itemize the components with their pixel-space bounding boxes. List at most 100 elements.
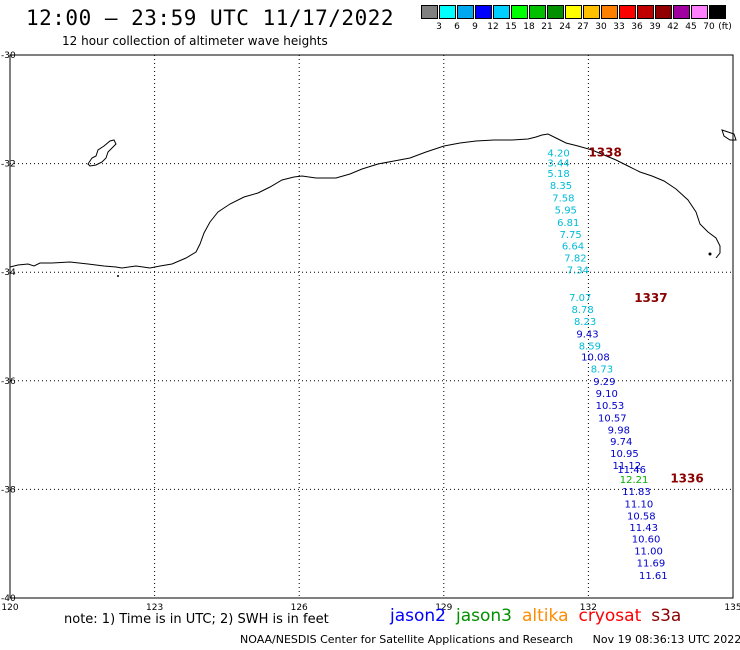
coastline-island-west [87,139,117,167]
lon-tick-label: 126 [291,603,308,613]
pass-labels: 1338 1337 1336 [588,146,703,486]
satellite-legend: jason2 jason3 altika cryosat s3a [390,606,691,626]
swh-value: 11.83 [622,487,651,498]
colorbar-label: 33 [613,22,625,32]
pass-number-label: 1336 [670,471,703,485]
footer: NOAA/NESDIS Center for Satellite Applica… [240,633,740,646]
colorbar-swatch [691,5,708,19]
colorbar-swatch [709,5,726,19]
swh-value: 6.64 [562,241,584,252]
swh-value: 11.69 [637,559,666,570]
swh-value: 11.46 [617,465,646,476]
coastline [9,129,737,277]
swh-value: 10.53 [596,401,625,412]
lon-tick-label: 120 [1,603,18,613]
colorbar-label: 24 [559,22,571,32]
swh-value: 8.35 [550,181,572,192]
pass-number-label: 1338 [588,146,621,160]
swh-value: 7.75 [559,230,581,241]
lon-tick-label: 129 [435,603,452,613]
coastline-dot [117,275,119,277]
swh-value: 10.60 [632,535,661,546]
swh-value: 8.23 [574,317,596,328]
colorbar-label: 39 [649,22,661,32]
colorbar-swatch [565,5,582,19]
colorbar-label: 3 [436,22,442,32]
satellite-legend-jason3: jason3 [456,606,512,626]
colorbar-swatch [583,5,600,19]
colorbar-label: 42 [667,22,679,32]
axis-tick-labels: 120 123 126 129 132 135 -30 -32 -34 -36 -38 -40 [1,51,740,613]
lon-tick-label: 132 [580,603,597,613]
swh-observations: 4.203.445.188.35 7.585.956.817.756.647.82… [547,149,667,582]
swh-value: 9.98 [608,425,630,436]
colorbar-swatch [619,5,636,19]
swh-value: 12.21 [620,475,649,486]
swh-value: 10.57 [598,414,627,425]
swh-value: 3.44 [547,158,569,169]
swh-value: 8.59 [579,341,601,352]
swh-value: 4.20 [547,149,569,160]
satellite-legend-cryosat: cryosat [578,606,642,626]
lat-tick-label: -36 [1,377,16,387]
lat-tick-label: -32 [1,160,16,170]
swh-value: 11.61 [639,571,668,582]
lat-tick-label: -40 [1,594,16,604]
swh-value: 8.78 [572,305,594,316]
units-note: note: 1) Time is in UTC; 2) SWH is in fe… [64,612,329,627]
satellite-legend-s3a: s3a [651,606,682,626]
lon-tick-label: 135 [724,603,740,613]
map-frame [9,54,734,599]
colorbar-swatch [547,5,564,19]
colorbar-swatch [457,5,474,19]
coastline-dot [708,252,712,256]
lon-tick-label: 123 [146,603,163,613]
satellite-legend-jason2: jason2 [390,606,446,626]
swh-value: 10.58 [627,511,656,522]
swh-value: 7.34 [567,265,589,276]
credit-text: NOAA/NESDIS Center for Satellite Applica… [240,633,574,646]
coastline-east-fragment [721,129,737,141]
coastline-south-australia [9,133,721,269]
colorbar-swatch [439,5,456,19]
swh-value: 7.58 [552,194,574,205]
swh-value: 9.10 [596,389,618,400]
swh-value: 11.12 [613,461,642,472]
lat-tick-label: -38 [1,485,16,495]
graticule [9,54,734,599]
swh-value: 7.82 [564,253,586,264]
colorbar-swatch [475,5,492,19]
colorbar-label: 9 [472,22,478,32]
colorbar-label: 27 [577,22,589,32]
swh-value: 11.43 [629,523,658,534]
colorbar-unit: (ft) [718,22,732,32]
colorbar-swatch [529,5,546,19]
swh-value: 9.29 [593,377,615,388]
colorbar-swatch [511,5,528,19]
map-title: 12:00 — 23:59 UTC 11/17/2022 [26,6,395,30]
swh-value: 6.81 [557,218,579,229]
colorbar-swatch [421,5,438,19]
swh-value: 11.00 [634,547,663,558]
colorbar-swatch [637,5,654,19]
swh-value: 7.07 [569,293,591,304]
colorbar-swatch [655,5,672,19]
swh-value: 10.95 [610,449,639,460]
pass-number-label: 1337 [634,291,667,305]
map-subtitle: 12 hour collection of altimeter wave hei… [62,34,328,48]
swh-value: 11.10 [625,499,654,510]
colorbar-swatch [493,5,510,19]
colorbar-label: 15 [505,22,517,32]
swh-value: 10.08 [581,353,610,364]
colorbar-label: 18 [523,22,535,32]
colorbar-label: 30 [595,22,607,32]
generated-timestamp: Nov 19 08:36:13 UTC 2022 [592,633,740,646]
colorbar-label: 36 [631,22,643,32]
colorbar-label: 70 [703,22,715,32]
swh-value: 5.18 [547,169,569,180]
colorbar-swatch [673,5,690,19]
colorbar-label: 12 [487,22,499,32]
swh-value: 8.73 [591,365,613,376]
swh-value: 9.43 [576,329,598,340]
